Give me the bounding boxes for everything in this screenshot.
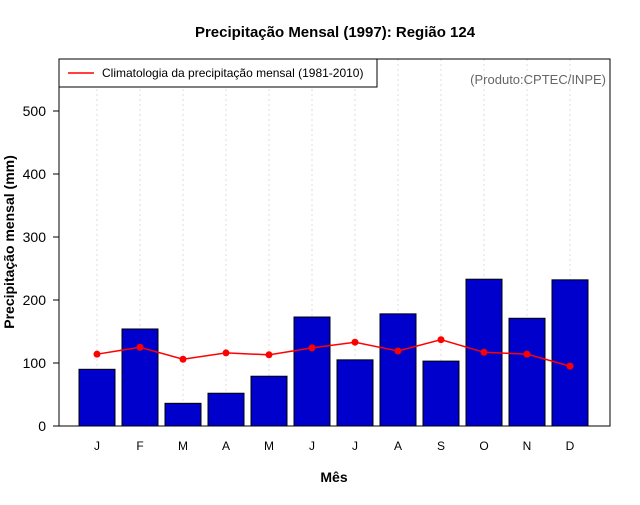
y-tick-label: 500: [23, 103, 47, 119]
x-tick-label: J: [94, 439, 100, 453]
x-tick-label: M: [264, 439, 274, 453]
climatology-point: [437, 336, 445, 344]
x-tick-label: S: [437, 439, 445, 453]
climatology-point: [222, 349, 230, 357]
y-tick-label: 200: [23, 292, 47, 308]
x-tick-label: A: [394, 439, 402, 453]
bar: [379, 313, 417, 427]
climatology-point: [523, 350, 531, 358]
x-tick-label: D: [566, 439, 575, 453]
bar: [422, 360, 460, 427]
climatology-point: [394, 347, 402, 355]
legend: Climatologia da precipitação mensal (198…: [58, 58, 378, 88]
climatology-point: [480, 348, 488, 356]
y-axis-label: Precipitação mensal (mm): [1, 155, 17, 329]
bar: [250, 375, 288, 427]
bar: [508, 317, 546, 427]
x-tick-label: N: [523, 439, 532, 453]
climatology-point: [351, 338, 359, 346]
climatology-point: [93, 350, 101, 358]
bar: [121, 328, 159, 427]
chart-title: Precipitação Mensal (1997): Região 124: [195, 24, 476, 41]
bar: [207, 392, 245, 427]
y-tick-label: 400: [23, 166, 47, 182]
climatology-point: [265, 351, 273, 359]
bar: [551, 279, 589, 427]
x-tick-label: J: [352, 439, 358, 453]
bar: [336, 359, 374, 427]
legend-label: Climatologia da precipitação mensal (198…: [102, 66, 363, 80]
y-tick-label: 0: [38, 418, 46, 434]
x-tick-label: A: [222, 439, 230, 453]
x-tick-label: O: [479, 439, 488, 453]
source-annotation: (Produto:CPTEC/INPE): [470, 72, 606, 87]
bar: [293, 316, 331, 427]
climatology-line: [96, 338, 571, 367]
climatology-point: [566, 362, 574, 370]
climatology-point: [308, 344, 316, 352]
x-tick-label: F: [136, 439, 143, 453]
x-axis-label: Mês: [320, 469, 347, 485]
climatology-point: [179, 355, 187, 363]
climatology-point: [136, 343, 144, 351]
y-tick-label: 100: [23, 355, 47, 371]
x-tick-label: M: [178, 439, 188, 453]
bar: [164, 402, 202, 427]
y-tick-label: 300: [23, 229, 47, 245]
x-tick-label: J: [309, 439, 315, 453]
bar: [78, 368, 116, 427]
